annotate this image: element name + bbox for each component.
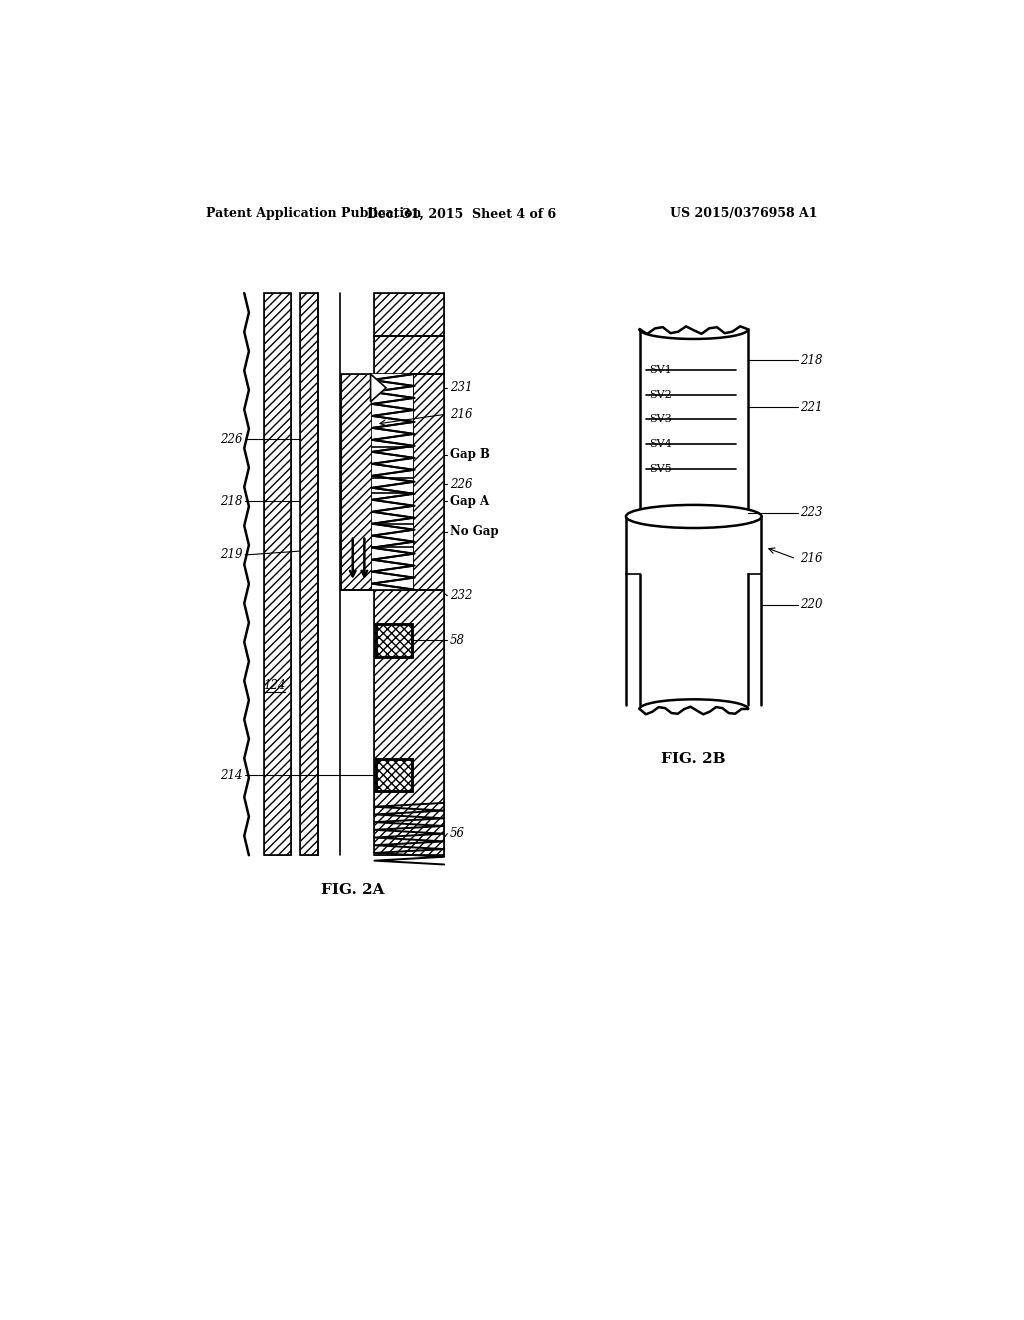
Text: Dec. 31, 2015  Sheet 4 of 6: Dec. 31, 2015 Sheet 4 of 6 <box>367 207 556 220</box>
Text: SV1: SV1 <box>649 366 672 375</box>
Bar <box>317 293 341 855</box>
Bar <box>372 374 414 590</box>
Text: SV5: SV5 <box>649 463 672 474</box>
Ellipse shape <box>640 507 748 527</box>
Bar <box>414 374 444 590</box>
Text: No Gap: No Gap <box>450 525 499 539</box>
Bar <box>341 374 372 590</box>
Polygon shape <box>371 374 386 401</box>
Text: 56: 56 <box>450 828 465 841</box>
Text: 218: 218 <box>800 354 822 367</box>
Text: 232: 232 <box>450 589 472 602</box>
Text: Gap A: Gap A <box>450 495 488 508</box>
Bar <box>263 293 291 855</box>
Text: Patent Application Publication: Patent Application Publication <box>206 207 421 220</box>
Bar <box>376 759 412 792</box>
Bar <box>300 293 317 855</box>
Text: SV4: SV4 <box>649 440 672 449</box>
Ellipse shape <box>626 506 762 528</box>
Bar <box>300 293 317 855</box>
Text: 226: 226 <box>220 433 243 446</box>
Text: FIG. 2B: FIG. 2B <box>662 752 726 766</box>
Bar <box>375 293 444 335</box>
Text: 219: 219 <box>220 548 243 561</box>
Text: 220: 220 <box>800 598 822 611</box>
Bar <box>375 335 444 374</box>
Bar <box>375 590 444 855</box>
Text: 218: 218 <box>220 495 243 508</box>
Text: FIG. 2A: FIG. 2A <box>321 883 384 896</box>
Bar <box>376 624 412 656</box>
Text: SV2: SV2 <box>649 389 672 400</box>
Text: 221: 221 <box>800 400 822 413</box>
Bar <box>375 335 444 374</box>
Text: SV3: SV3 <box>649 414 672 425</box>
Text: 124: 124 <box>263 680 286 693</box>
Text: 58: 58 <box>450 634 465 647</box>
Text: 214: 214 <box>220 768 243 781</box>
Bar <box>375 590 444 855</box>
Text: US 2015/0376958 A1: US 2015/0376958 A1 <box>671 207 818 220</box>
Text: 226: 226 <box>450 478 472 491</box>
Bar <box>341 374 372 590</box>
Text: 216: 216 <box>800 552 822 565</box>
Bar <box>414 374 444 590</box>
Text: Gap B: Gap B <box>450 449 489 462</box>
Text: 231: 231 <box>450 381 472 395</box>
Text: 223: 223 <box>800 506 822 519</box>
Text: 216: 216 <box>450 408 472 421</box>
Bar <box>376 624 412 656</box>
Bar <box>376 759 412 792</box>
Bar <box>263 293 291 855</box>
Bar <box>375 293 444 335</box>
